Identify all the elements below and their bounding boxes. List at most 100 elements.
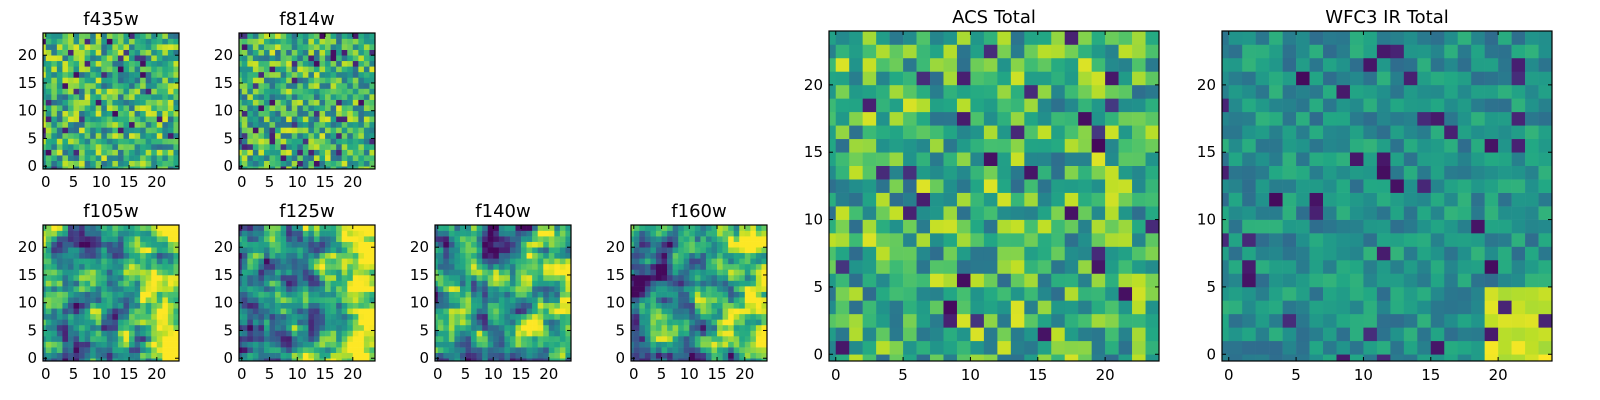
heatmap-cell (162, 225, 169, 231)
heatmap-cell (106, 33, 113, 39)
heatmap-cell (90, 149, 97, 156)
heatmap-cell (532, 247, 538, 254)
heatmap-cell (633, 236, 640, 242)
heatmap-cell (543, 336, 550, 342)
heatmap-cell (1538, 246, 1553, 261)
heatmap-cell (717, 274, 723, 281)
heatmap-cell (943, 84, 958, 99)
heatmap-cell (1051, 57, 1066, 72)
heatmap-cell (67, 160, 74, 167)
heatmap-cell (435, 358, 439, 362)
heatmap-cell (943, 246, 958, 261)
heatmap-cell (889, 327, 904, 342)
heatmap-cell (280, 160, 287, 167)
heatmap-cell (733, 302, 740, 309)
heatmap-cell (369, 269, 376, 276)
heatmap-cell (1269, 152, 1283, 166)
heatmap-cell (51, 225, 58, 231)
heatmap-cell (145, 105, 152, 112)
heatmap-cell (1417, 300, 1432, 315)
heatmap-cell (347, 49, 354, 56)
heatmap-cell (297, 258, 304, 265)
heatmap-cell (916, 327, 931, 342)
heatmap-cell (639, 341, 646, 348)
heatmap-cell (454, 247, 461, 254)
heatmap-cell (106, 297, 113, 304)
heatmap-cell (835, 259, 850, 274)
y-tick-label: 10 (804, 211, 823, 229)
heatmap-cell (1349, 259, 1364, 274)
heatmap-cell (1132, 313, 1146, 328)
heatmap-cell (1336, 206, 1351, 220)
heatmap-cell (829, 192, 837, 207)
heatmap-cell (970, 246, 985, 261)
heatmap-cell (761, 269, 768, 276)
heatmap-cell (330, 263, 337, 270)
heatmap-cell (79, 155, 85, 161)
heatmap-cell (95, 110, 102, 117)
heatmap-cell (106, 308, 113, 315)
heatmap-cell (280, 263, 287, 270)
heatmap-cell (291, 258, 298, 265)
heatmap-cell (286, 247, 293, 254)
heatmap-cell (1242, 300, 1256, 315)
heatmap-cell (95, 313, 102, 320)
heatmap-cell (683, 330, 690, 337)
heatmap-cell (1105, 300, 1119, 315)
heatmap-cell (95, 274, 102, 281)
heatmap-cell (106, 155, 113, 161)
heatmap-cell (117, 155, 124, 161)
heatmap-cell (678, 358, 685, 362)
heatmap-cell (829, 219, 837, 234)
heatmap-cell (369, 302, 376, 309)
heatmap-cell (1323, 165, 1337, 180)
heatmap-cell (1132, 246, 1146, 261)
heatmap-cell (352, 319, 359, 326)
heatmap-cell (134, 94, 141, 100)
heatmap-cell (997, 340, 1012, 355)
heatmap-cell (672, 269, 679, 276)
heatmap-cell (1430, 300, 1445, 315)
heatmap-cell (263, 105, 270, 112)
heatmap-cell (1498, 192, 1512, 207)
heatmap-cell (313, 149, 320, 156)
heatmap-cell (84, 319, 91, 326)
heatmap-cell (106, 60, 113, 67)
heatmap-cell (241, 166, 248, 170)
heatmap-cell (1444, 354, 1459, 362)
heatmap-cell (84, 149, 91, 156)
heatmap-cell (95, 308, 102, 315)
heatmap-cell (358, 341, 365, 348)
heatmap-cell (1323, 340, 1337, 355)
heatmap-cell (761, 319, 768, 326)
heatmap-cell (269, 144, 276, 150)
heatmap-cell (678, 263, 685, 270)
heatmap-cell (43, 105, 47, 112)
heatmap-cell (705, 230, 712, 237)
heatmap-cell (258, 88, 265, 95)
heatmap-cell (1349, 219, 1364, 234)
heatmap-cell (454, 236, 461, 242)
heatmap-cell (448, 341, 455, 348)
heatmap-cell (129, 110, 135, 117)
heatmap-cell (45, 330, 52, 337)
heatmap-cell (970, 111, 985, 126)
heatmap-cell (167, 313, 174, 320)
heatmap-cell (705, 336, 712, 342)
heatmap-cell (112, 60, 119, 67)
heatmap-cell (970, 219, 985, 234)
heatmap-cell (661, 236, 668, 242)
heatmap-cell (79, 71, 85, 78)
heatmap-cell (313, 258, 320, 265)
heatmap-cell (537, 358, 544, 362)
heatmap-cell (916, 111, 931, 126)
heatmap-cell (84, 230, 91, 237)
heatmap-cell (286, 319, 293, 326)
heatmap-cell (672, 230, 679, 237)
heatmap-cell (151, 358, 158, 362)
heatmap-cell (336, 274, 342, 281)
heatmap-cell (1511, 246, 1526, 261)
heatmap-cell (515, 319, 522, 326)
y-tick-label: 20 (606, 238, 625, 256)
heatmap-cell (633, 247, 640, 254)
